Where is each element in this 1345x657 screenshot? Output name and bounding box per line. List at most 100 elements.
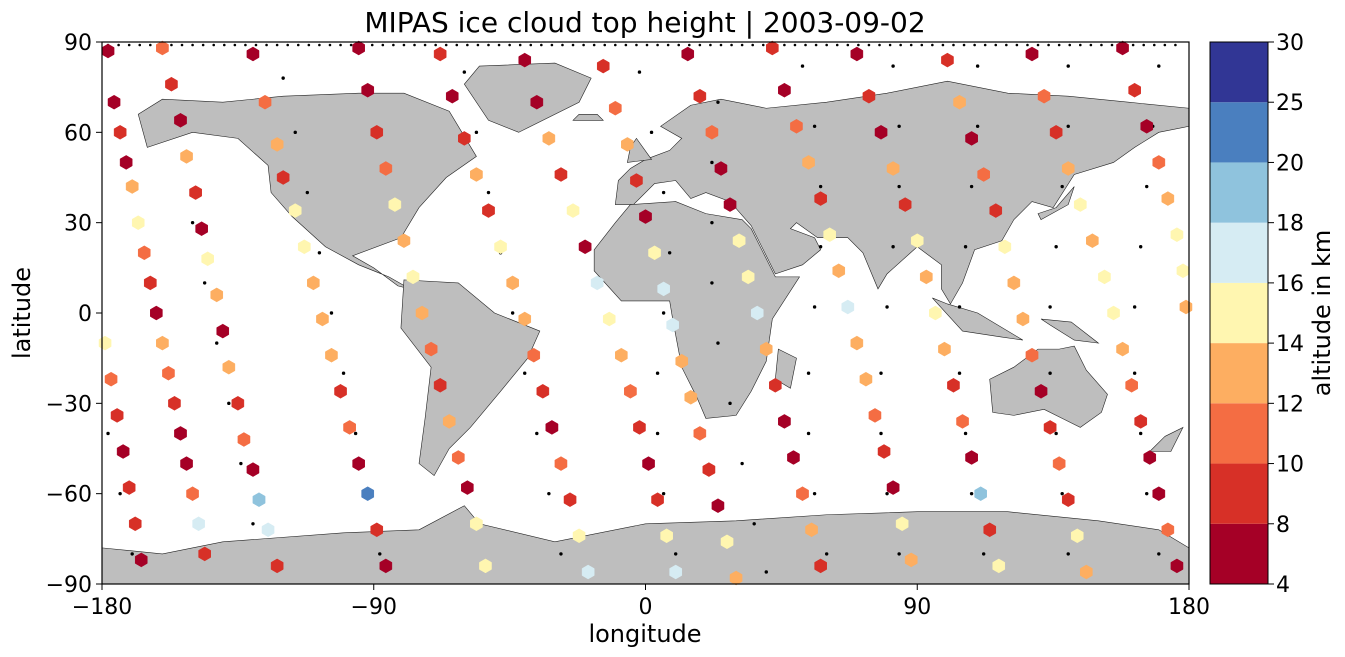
y-tick-label: −30 [46, 392, 92, 417]
cloud-point-marker [415, 305, 429, 321]
cloud-point-marker [953, 94, 966, 110]
map-plot-area [98, 40, 1193, 586]
track-dot [975, 64, 980, 68]
track-dot [349, 43, 353, 47]
cloud-point-marker [702, 462, 716, 477]
track-dot [265, 43, 268, 47]
cloud-point-marker [572, 528, 586, 544]
cloud-point-marker [518, 311, 532, 327]
track-dot [434, 43, 437, 47]
cloud-point-marker [180, 456, 193, 471]
track-dot [975, 124, 980, 129]
track-dot [969, 491, 974, 496]
track-dot [952, 43, 955, 47]
track-dot [378, 552, 382, 556]
track-dot [957, 305, 962, 309]
landmass-12 [1149, 426, 1184, 452]
cloud-point-marker [433, 378, 447, 393]
track-dot [1066, 64, 1070, 68]
track-dot [761, 43, 765, 47]
track-dot [661, 491, 666, 496]
track-dot [130, 552, 134, 556]
track-dot [1048, 371, 1052, 375]
track-dot [212, 43, 216, 47]
track-dot [804, 43, 807, 47]
track-dot [341, 371, 346, 375]
track-dot [687, 43, 691, 47]
cloud-point-marker [1073, 197, 1087, 212]
track-dot [423, 43, 427, 47]
cloud-point-marker [1152, 486, 1166, 501]
cloud-point-marker [107, 94, 121, 110]
y-tick-label: 30 [64, 212, 92, 237]
y-tick-label: 0 [78, 302, 92, 327]
cloud-point-marker [684, 390, 698, 405]
track-dot [1060, 184, 1064, 189]
cloud-point-marker [874, 125, 888, 140]
cloud-point-marker [778, 414, 791, 429]
cloud-point-marker [841, 299, 855, 315]
track-dot [728, 401, 732, 406]
colorbar-tick-label: 18 [1276, 212, 1304, 237]
track-dot [899, 43, 902, 47]
cloud-point-marker [494, 239, 507, 255]
cloud-point-marker [1086, 233, 1099, 248]
track-dot [614, 43, 617, 47]
track-dot [1110, 43, 1114, 47]
cloud-point-marker [956, 414, 969, 429]
cloud-point-marker [246, 462, 260, 477]
cloud-point-marker [608, 100, 622, 116]
track-dot [1068, 43, 1072, 47]
cloud-point-marker [1049, 125, 1063, 140]
cloud-point-marker [766, 40, 779, 56]
track-dot [793, 43, 797, 47]
cloud-point-marker [1025, 46, 1039, 62]
track-dot [540, 43, 543, 47]
track-dot [719, 43, 723, 47]
cloud-point-marker [714, 161, 728, 176]
track-dot [170, 43, 173, 47]
cloud-point-marker [639, 209, 652, 224]
cloud-point-marker [470, 516, 483, 532]
cloud-point-marker [261, 522, 275, 538]
cloud-point-marker [886, 480, 900, 495]
cloud-point-marker [910, 233, 924, 248]
track-dot [328, 43, 332, 47]
cloud-point-marker [1140, 119, 1154, 134]
track-dot [812, 124, 817, 129]
cloud-point-marker [536, 384, 550, 399]
track-dot [824, 552, 829, 556]
cloud-point-marker [1128, 82, 1141, 98]
y-axis: −90 −60 −30 0 30 60 90 [46, 31, 102, 598]
track-dot [476, 43, 480, 47]
track-dot [716, 100, 720, 104]
x-tick-label: −90 [351, 595, 397, 620]
track-dot [885, 305, 889, 309]
cloud-point-marker [237, 432, 251, 447]
cloud-point-marker [270, 558, 284, 574]
cloud-point-marker [370, 522, 384, 538]
cloud-point-marker [388, 197, 402, 212]
x-axis: −180 −90 0 90 180 [72, 584, 1210, 620]
cloud-point-marker [143, 275, 157, 291]
cloud-point-marker [1061, 492, 1075, 507]
track-dot [814, 43, 818, 47]
track-dot [740, 43, 744, 47]
cloud-point-marker [1125, 378, 1138, 393]
cloud-point-marker [633, 420, 646, 435]
cloud-point-marker [1043, 420, 1057, 435]
cloud-point-marker [581, 564, 595, 580]
cloud-point-marker [1170, 558, 1184, 574]
landmass-6 [932, 297, 1024, 341]
cloud-point-marker [862, 88, 876, 104]
track-dot [764, 570, 768, 574]
track-dot [561, 43, 564, 47]
track-dot [661, 190, 666, 195]
cloud-point-marker [1080, 564, 1093, 580]
cloud-point-marker [119, 155, 133, 170]
cloud-point-marker [307, 275, 320, 291]
cloud-point-marker [458, 131, 471, 146]
cloud-point-marker [904, 552, 918, 568]
cloud-point-marker [787, 450, 800, 465]
